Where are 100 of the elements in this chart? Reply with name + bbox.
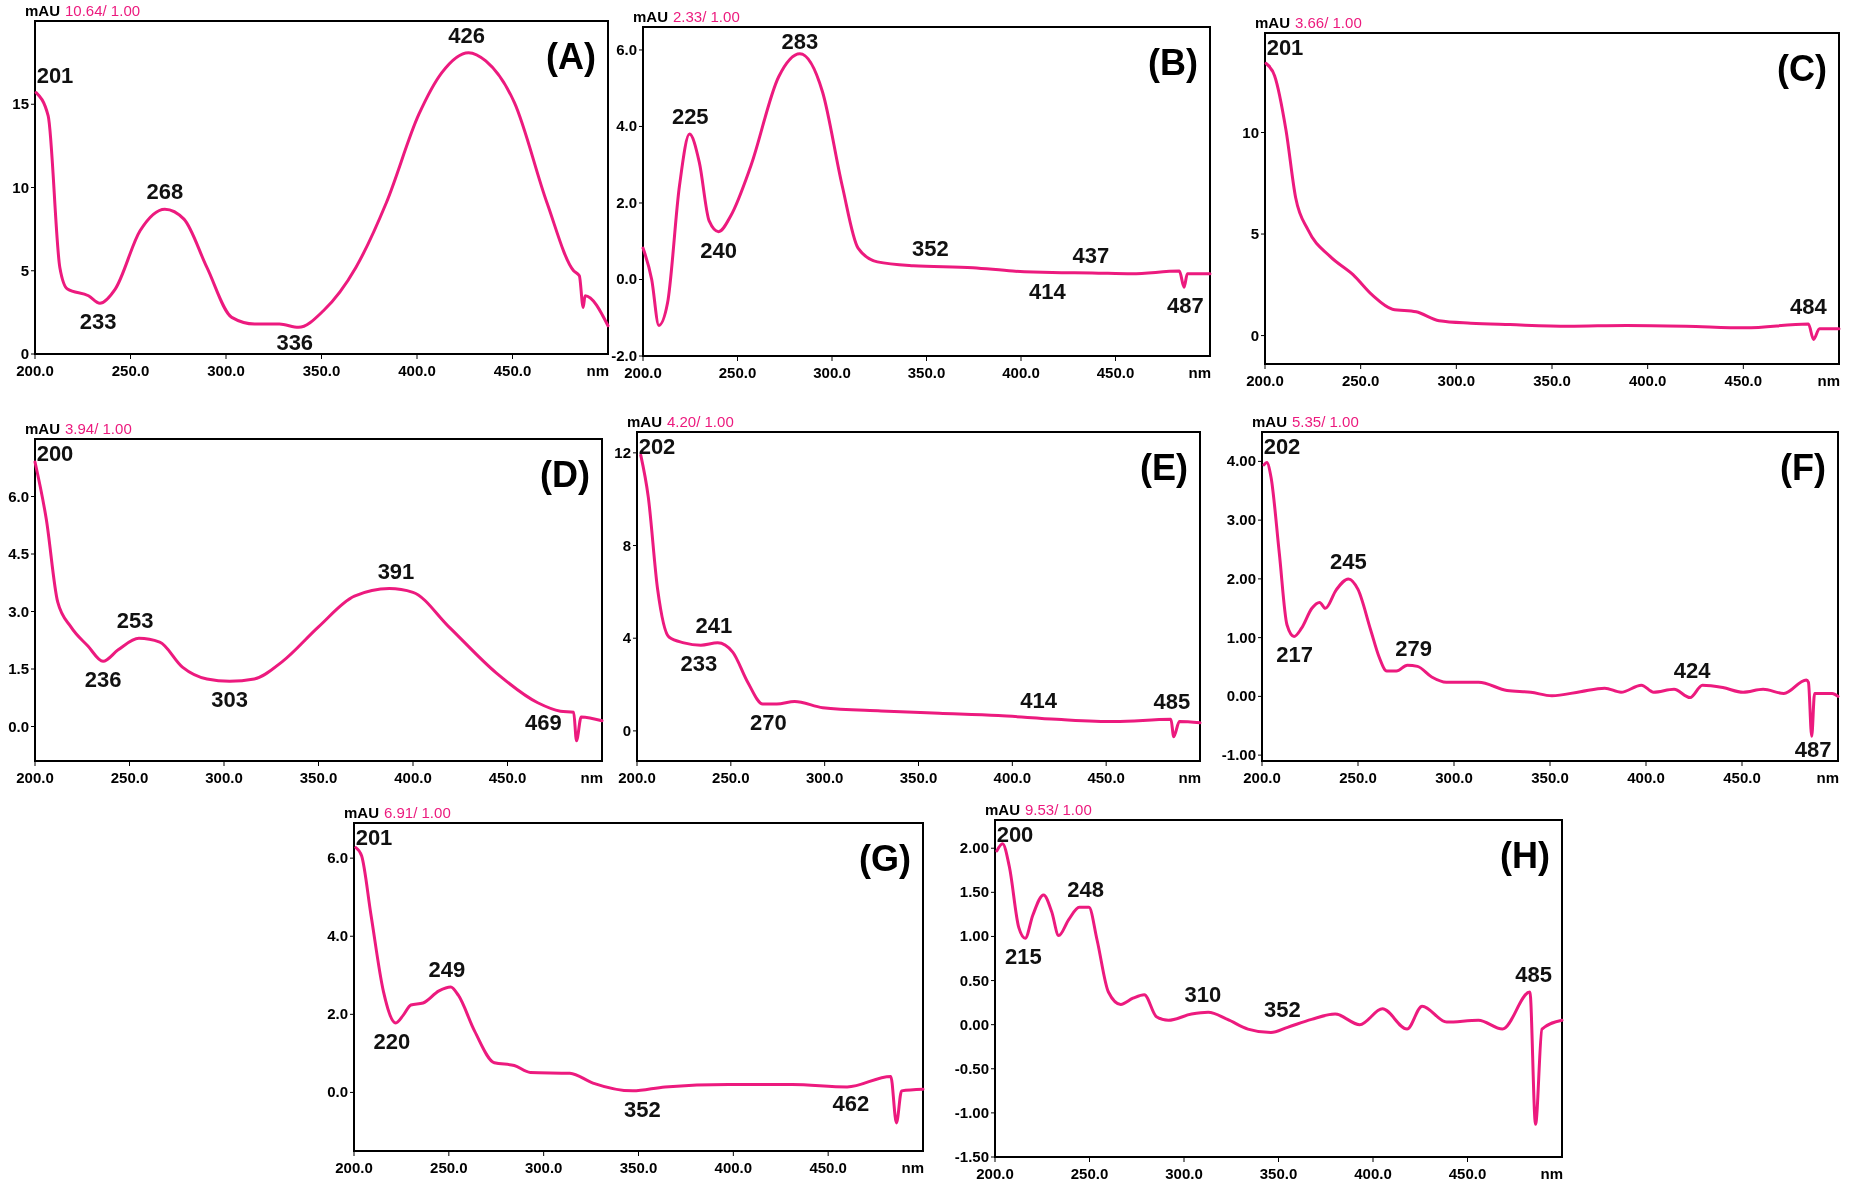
annotation: 352	[623, 1096, 661, 1122]
x-tick-label: 300.0	[1165, 1165, 1203, 1181]
annotation: 424	[1673, 657, 1712, 683]
chart-title: (B)	[1148, 42, 1198, 83]
x-tick-label: 350.0	[907, 364, 946, 381]
annotation: 200	[996, 822, 1034, 847]
y-tick-label: 5	[20, 261, 29, 279]
x-tick-label: 350.0	[619, 1159, 658, 1176]
chart-title: (E)	[1140, 447, 1188, 488]
y-axis-title: mAU	[1255, 14, 1291, 31]
x-axis-title: nm	[1540, 1165, 1563, 1181]
annotation: 220	[373, 1028, 411, 1054]
x-tick-label: 300.0	[1435, 769, 1473, 786]
chart-subtitle: 6.91/ 1.00	[384, 804, 451, 821]
y-tick-label: 0.00	[959, 1015, 989, 1033]
y-tick-label: 4	[622, 629, 632, 647]
y-tick-label: 0.0	[616, 270, 637, 288]
x-tick-label: 200.0	[976, 1165, 1014, 1181]
y-tick-label: -2.0	[611, 347, 637, 364]
x-tick-label: 450.0	[1448, 1165, 1487, 1181]
x-tick-label: 200.0	[335, 1159, 373, 1176]
annotation: 352	[1263, 997, 1301, 1023]
annotation: 233	[79, 309, 117, 335]
y-tick-label: 1.00	[1226, 628, 1256, 646]
y-tick-label: 8	[622, 536, 631, 554]
chart-subtitle: 10.64/ 1.00	[65, 2, 141, 19]
y-axis-title: mAU	[633, 8, 669, 25]
annotation: 225	[671, 104, 709, 130]
y-tick-label: 4.0	[327, 927, 348, 945]
x-tick-label: 450.0	[1724, 372, 1763, 389]
x-tick-label: 450.0	[1087, 769, 1125, 786]
y-tick-label: -0.50	[954, 1059, 989, 1077]
chart-title: (D)	[540, 454, 590, 495]
x-tick-label: 400.0	[394, 769, 432, 786]
annotation: 201	[1266, 35, 1304, 60]
x-tick-label: 250.0	[430, 1159, 468, 1176]
y-tick-label: 2.00	[959, 839, 989, 857]
x-tick-label: 200.0	[624, 364, 662, 381]
x-tick-label: 450.0	[493, 362, 532, 379]
x-tick-label: 200.0	[618, 769, 656, 786]
annotation: 426	[448, 23, 486, 48]
x-tick-label: 400.0	[398, 362, 436, 379]
x-axis-title: nm	[586, 362, 609, 379]
annotation: 310	[1184, 982, 1222, 1008]
chart-subtitle: 3.94/ 1.00	[65, 420, 132, 437]
y-tick-label: 6.0	[327, 849, 348, 867]
y-tick-label: 6.0	[616, 40, 637, 58]
chart-title: (A)	[546, 36, 596, 77]
line-series	[995, 842, 1564, 1126]
y-axis-title: mAU	[25, 2, 61, 19]
x-tick-label: 400.0	[1627, 769, 1665, 786]
annotation: 414	[1020, 688, 1058, 714]
y-tick-label: -1.00	[1221, 746, 1256, 764]
y-tick-label: 2.0	[616, 193, 637, 211]
x-tick-label: 200.0	[16, 769, 54, 786]
x-tick-label: 200.0	[1243, 769, 1281, 786]
x-axis-title: nm	[1816, 769, 1839, 786]
y-tick-label: 3.0	[8, 602, 29, 620]
x-tick-label: 450.0	[1096, 364, 1135, 381]
annotation: 249	[428, 957, 466, 982]
y-tick-label: -1.50	[954, 1148, 989, 1165]
x-tick-label: 250.0	[111, 362, 150, 379]
annotation: 245	[1330, 548, 1367, 574]
chart-title: (H)	[1500, 835, 1550, 876]
x-tick-label: 350.0	[1533, 372, 1571, 389]
annotation: 279	[1395, 636, 1433, 662]
annotation: 202	[1263, 434, 1301, 459]
y-tick-label: 4.5	[8, 545, 29, 562]
x-tick-label: 300.0	[1437, 372, 1476, 389]
x-axis-title: nm	[901, 1159, 924, 1176]
annotation: 336	[276, 330, 314, 355]
x-tick-label: 400.0	[1002, 364, 1040, 381]
annotation: 253	[116, 608, 154, 634]
y-tick-label: -1.00	[954, 1103, 989, 1121]
annotation: 200	[36, 441, 74, 466]
y-tick-label: 6.0	[8, 487, 29, 505]
x-tick-label: 400.0	[714, 1159, 753, 1176]
annotation: 201	[36, 62, 74, 88]
x-tick-label: 450.0	[488, 769, 527, 786]
y-tick-label: 15	[12, 95, 29, 113]
y-tick-label: 12	[614, 443, 631, 461]
x-tick-label: 300.0	[813, 364, 851, 381]
x-tick-label: 300.0	[205, 769, 243, 786]
x-tick-label: 200.0	[1246, 372, 1284, 389]
chart-subtitle: 2.33/ 1.00	[673, 8, 740, 25]
annotation: 201	[355, 825, 393, 850]
x-tick-label: 350.0	[899, 769, 938, 786]
x-tick-label: 300.0	[805, 769, 844, 786]
line-series	[33, 460, 604, 743]
annotation: 202	[638, 434, 676, 459]
chart-subtitle: 3.66/ 1.00	[1295, 14, 1362, 31]
x-axis-title: nm	[580, 769, 603, 786]
x-tick-label: 200.0	[16, 362, 54, 379]
annotation: 352	[911, 236, 949, 262]
y-tick-label: 2.0	[327, 1005, 348, 1023]
y-axis-title: mAU	[25, 420, 61, 437]
y-tick-label: 1.5	[8, 660, 29, 677]
x-tick-label: 400.0	[1354, 1165, 1392, 1181]
annotation: 487	[1167, 293, 1204, 319]
y-tick-label: 4.00	[1226, 452, 1256, 470]
